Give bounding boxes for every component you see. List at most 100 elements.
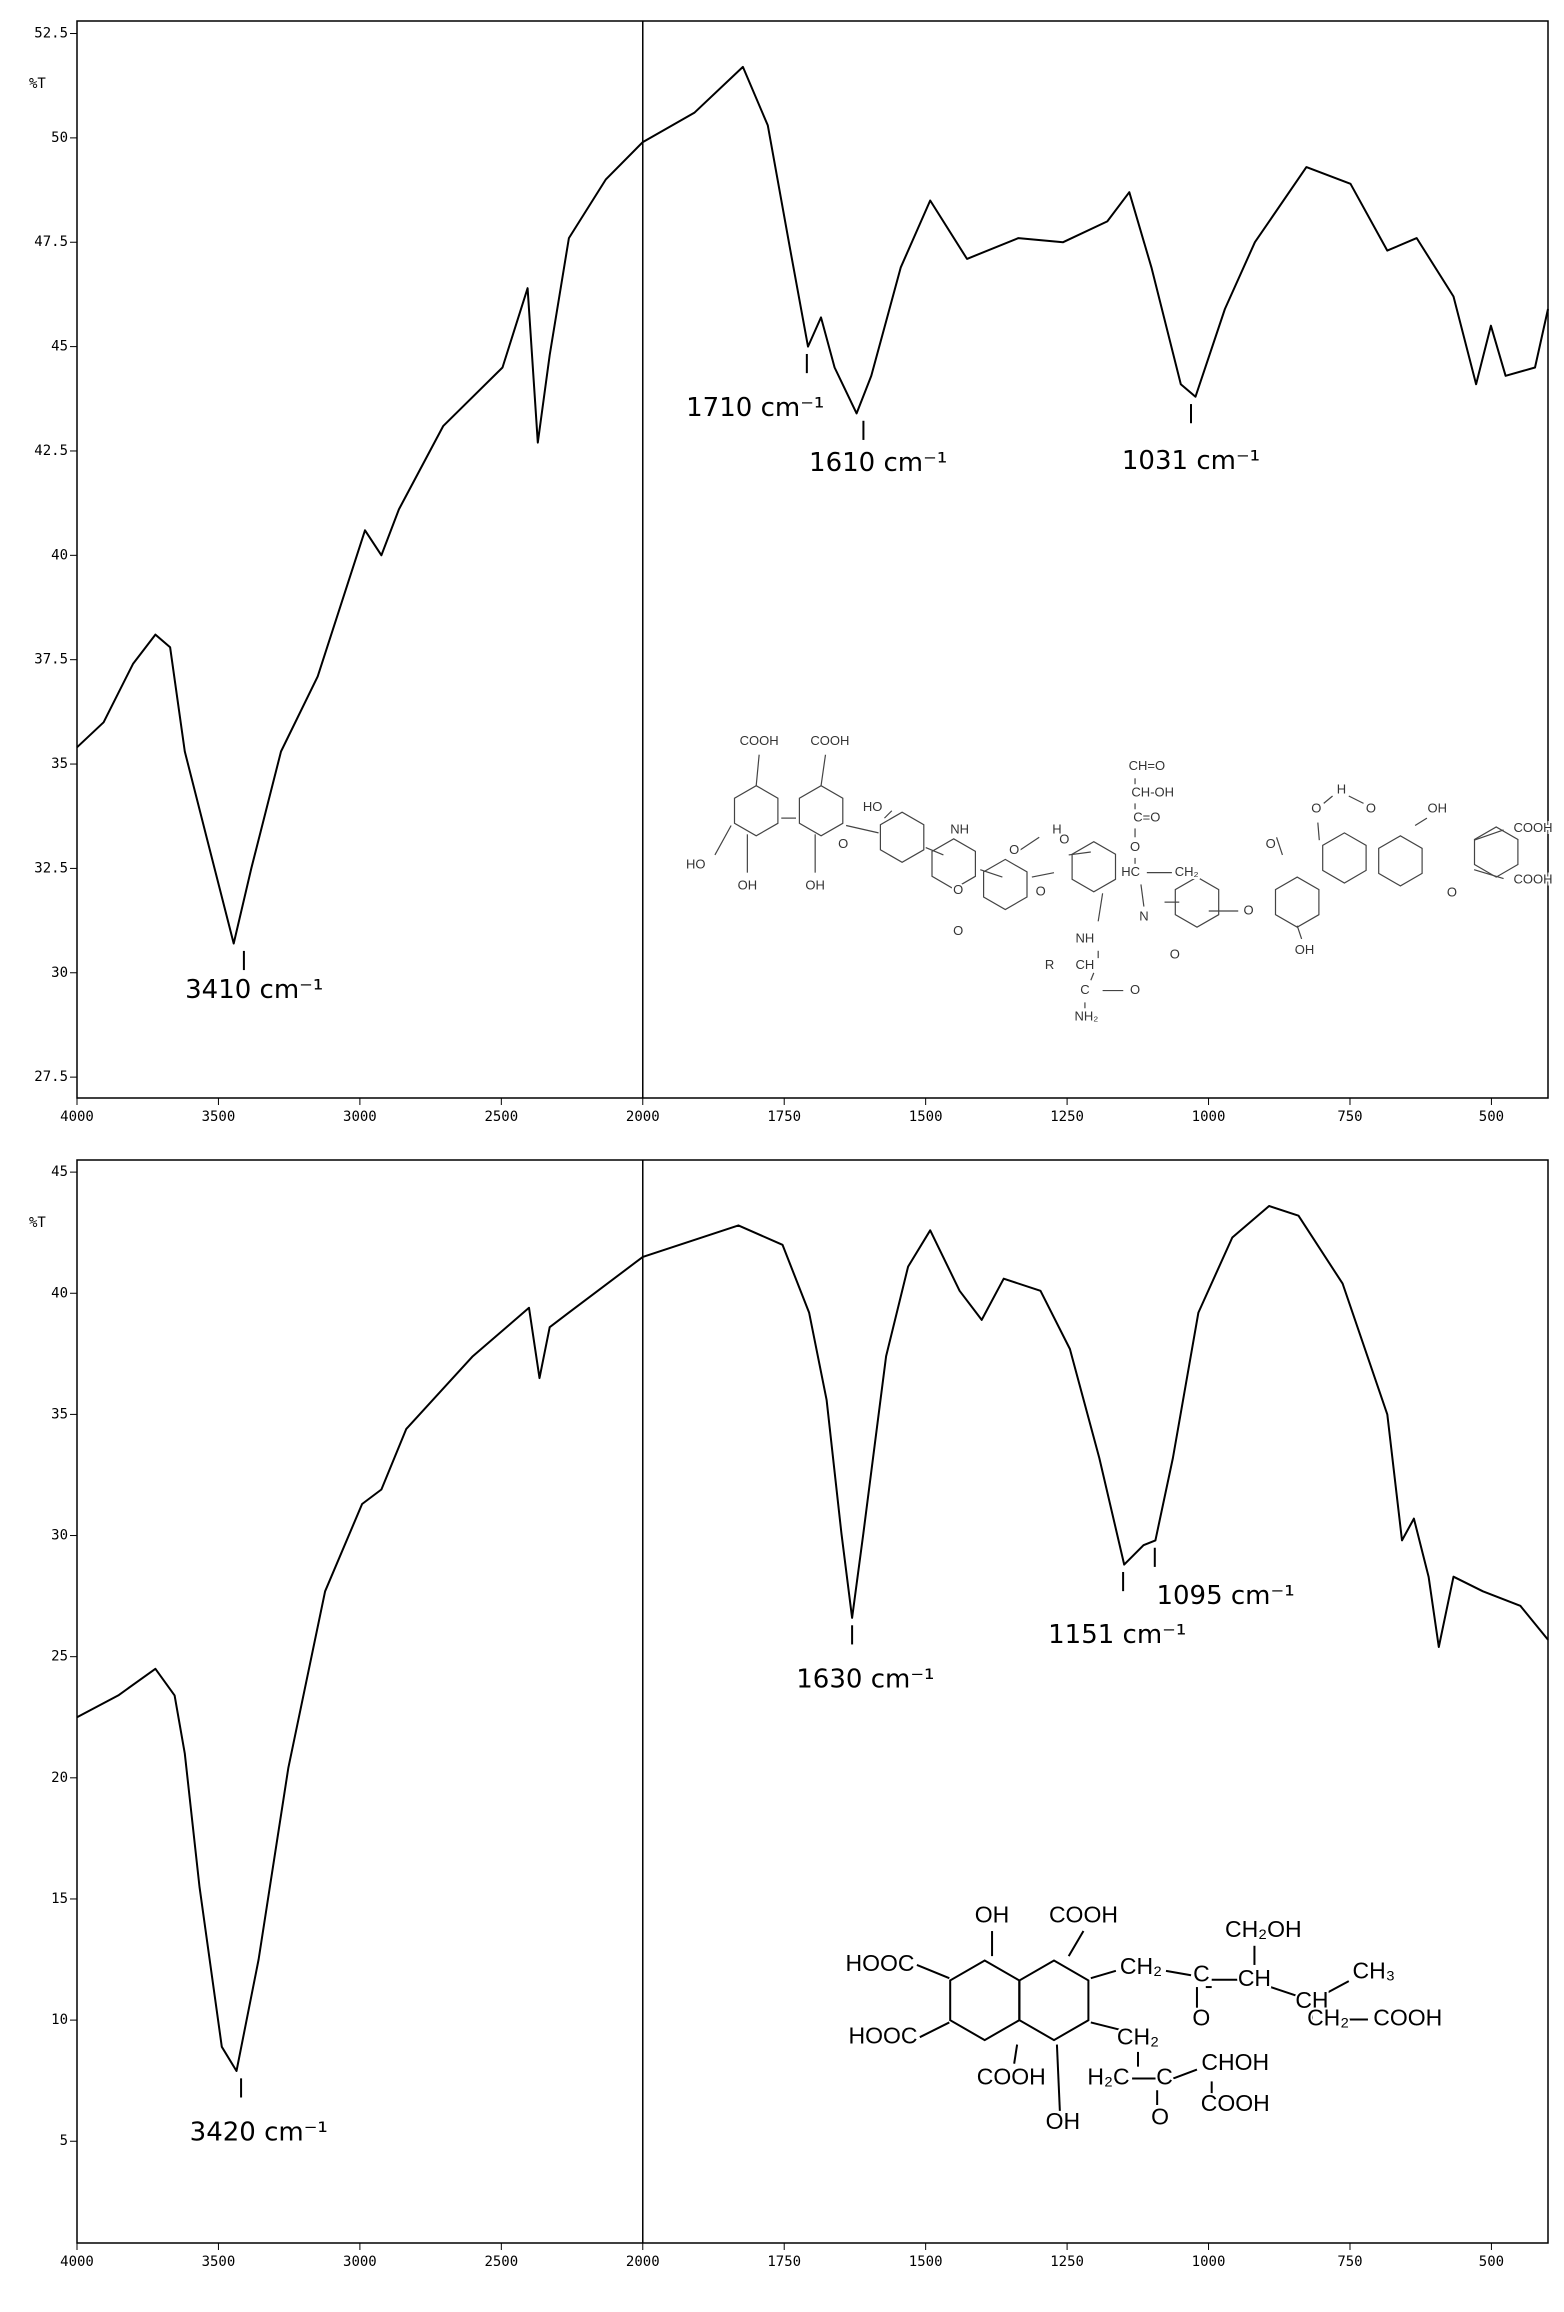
x-tick-label: 1500 xyxy=(909,2254,943,2270)
spectrum-line xyxy=(76,65,1549,945)
atom-label: HOOC xyxy=(848,2022,917,2048)
bond xyxy=(1067,1930,1085,1957)
peak-label: 1710 cm⁻¹ xyxy=(686,393,824,423)
bond xyxy=(925,847,944,856)
x-tick-label: 1750 xyxy=(767,1109,801,1125)
atom-label: O xyxy=(1266,836,1276,851)
bond xyxy=(1323,795,1333,804)
bond xyxy=(1013,2044,1019,2064)
atom-label: CH-OH xyxy=(1131,784,1174,799)
ring xyxy=(1322,832,1367,884)
x-tick-label: 750 xyxy=(1337,2254,1362,2270)
atom-label: O xyxy=(953,882,963,897)
ring xyxy=(931,838,977,890)
atom-label: OH xyxy=(1046,2108,1081,2134)
atom-label: N xyxy=(1139,908,1148,923)
atom-label: CHOH xyxy=(1201,2049,1269,2075)
x-tick-label: 2500 xyxy=(484,1109,518,1125)
bond xyxy=(1090,972,1095,981)
atom-label: OH xyxy=(805,877,825,892)
atom-label: COOH xyxy=(1049,1901,1118,1927)
spectrum-line xyxy=(76,1205,1549,2072)
y-tick-label: 52.5 xyxy=(34,26,68,42)
atom-label: CH xyxy=(1238,1965,1271,1991)
bond xyxy=(755,754,760,786)
y-tick-label: 40 xyxy=(51,1285,68,1301)
atom-label: O xyxy=(1130,839,1140,854)
x-tick-label: 4000 xyxy=(60,1109,94,1125)
atom-label: COOH xyxy=(977,2064,1046,2090)
bond xyxy=(919,2021,950,2039)
ring xyxy=(982,858,1028,911)
y-tick-label: 32.5 xyxy=(34,860,68,876)
ring xyxy=(798,785,844,837)
bond xyxy=(1031,872,1055,878)
atom-label: CH₂OH xyxy=(1225,1916,1302,1942)
x-tick-label: 3500 xyxy=(202,2254,236,2270)
y-tick-label: 35 xyxy=(51,1406,68,1422)
atom-label: OH xyxy=(738,877,758,892)
atom-label: CH₂ xyxy=(1120,1953,1162,1979)
atom-label: HOOC xyxy=(846,1950,915,1976)
atom-label: CH₂ xyxy=(1307,2005,1349,2031)
atom-label: COOH xyxy=(1514,871,1553,886)
bond xyxy=(1173,2068,1198,2080)
atom-label: H xyxy=(1052,821,1061,836)
atom-label: COOH xyxy=(1514,820,1553,835)
atom-label: COOH xyxy=(810,733,849,748)
atom-label: COOH xyxy=(1373,2005,1442,2031)
peak-label: 1031 cm⁻¹ xyxy=(1122,446,1260,476)
atom-label: H₂C xyxy=(1087,2064,1129,2090)
y-tick-label: 47.5 xyxy=(34,234,68,250)
x-tick-label: 3000 xyxy=(343,2254,377,2270)
y-tick-label: 25 xyxy=(51,1649,68,1665)
atom-label: O xyxy=(1130,982,1140,997)
atom-label: O xyxy=(953,923,963,938)
atom-label: O xyxy=(1366,801,1376,816)
chart: 5 10 15 20 25 30 35 40 45 %T 4000 3500 3000 2500 2000 1… xyxy=(29,1159,1549,2270)
atom-label: OH xyxy=(1427,801,1447,816)
chart: 27.5 30 32.5 35 37.5 40 42.5 45 47.5 50 52.5 %T 4000… xyxy=(29,20,1555,1125)
y-axis-label: %T xyxy=(29,76,46,92)
bond xyxy=(714,825,732,856)
atom-label: O xyxy=(1009,842,1019,857)
atom-label: NH xyxy=(1076,930,1095,945)
atom-label: NH₂ xyxy=(1074,1009,1098,1024)
atom-label: O xyxy=(1059,832,1069,847)
bond xyxy=(1473,829,1504,841)
bond xyxy=(980,869,1003,878)
ring xyxy=(1274,876,1320,928)
bond xyxy=(1090,2021,1127,2033)
y-tick-label: 30 xyxy=(51,1528,68,1544)
plot-frame xyxy=(76,20,1549,1099)
ring xyxy=(1378,835,1423,887)
y-tick-label: 20 xyxy=(51,1770,68,1786)
atom-label: COOH xyxy=(740,733,779,748)
x-tick-label: 3500 xyxy=(202,1109,236,1125)
atom-label: CH xyxy=(1076,957,1095,972)
bond xyxy=(1097,893,1104,922)
atom-label: HO xyxy=(686,857,706,872)
ring xyxy=(1174,876,1220,928)
atom-label: CH=O xyxy=(1129,758,1165,773)
x-tick-label: 2000 xyxy=(626,2254,660,2270)
bond xyxy=(1275,837,1284,856)
ring xyxy=(1018,1959,1090,2042)
bond xyxy=(1414,817,1428,826)
y-tick-label: 40 xyxy=(51,547,68,563)
bond xyxy=(1317,822,1320,841)
y-tick-label: 5 xyxy=(60,2133,68,2149)
y-tick-label: 27.5 xyxy=(34,1069,68,1085)
atom-label: C xyxy=(1156,2064,1173,2090)
y-tick-label: 10 xyxy=(51,2012,68,2028)
atom-label: O xyxy=(1243,902,1253,917)
atom-label: O xyxy=(1311,801,1321,816)
x-tick-label: 2000 xyxy=(626,1109,660,1125)
peak-label: 1151 cm⁻¹ xyxy=(1048,1620,1186,1650)
peak-label: 3420 cm⁻¹ xyxy=(190,2117,328,2147)
y-tick-label: 15 xyxy=(51,1891,68,1907)
bond xyxy=(916,1964,950,1980)
ring xyxy=(949,1959,1021,2042)
